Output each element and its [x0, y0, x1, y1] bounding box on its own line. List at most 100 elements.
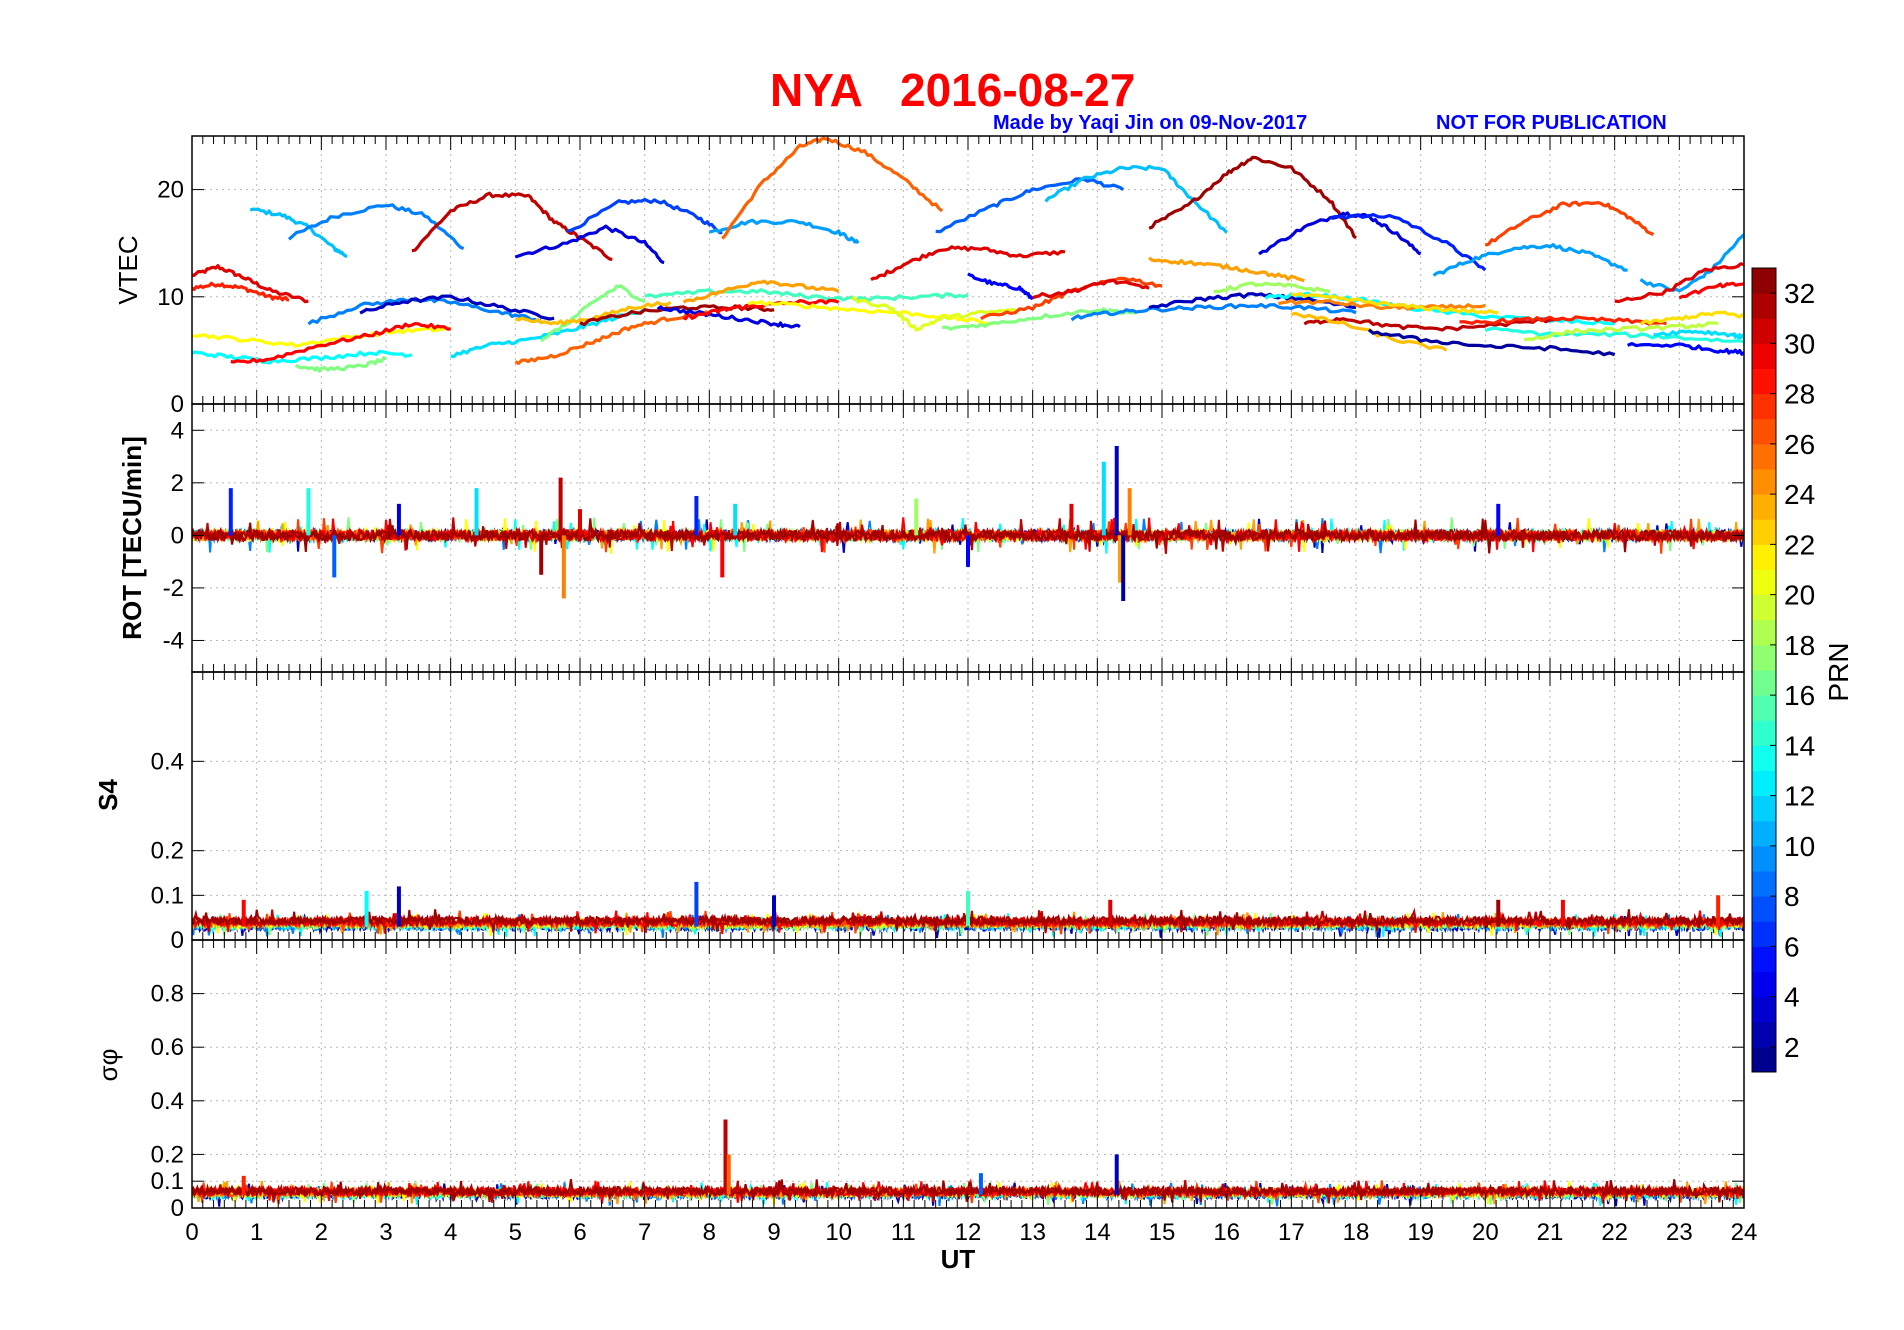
notice-text: NOT FOR PUBLICATION — [1436, 112, 1667, 134]
vtec-series-line — [539, 284, 646, 343]
vtec-series-line — [579, 304, 775, 327]
colorbar-tick-label: 20 — [1784, 580, 1815, 611]
vtec-series-line — [708, 218, 860, 245]
colorbar-segment — [1752, 720, 1776, 746]
vtec-ylabel: VTEC — [113, 235, 143, 304]
vtec-series-line — [1148, 155, 1357, 240]
vtec-series-line — [682, 299, 840, 321]
colorbar-segment — [1752, 343, 1776, 369]
colorbar-segment — [1752, 1046, 1776, 1073]
colorbar-segment — [1752, 996, 1776, 1023]
vtec-series-line — [644, 288, 969, 303]
vtec-series-line — [1653, 329, 1744, 340]
vtec-series-line — [1278, 298, 1486, 311]
vtec-series-line — [1032, 278, 1150, 300]
colorbar-segment — [1752, 896, 1776, 922]
y-tick-label: 0 — [171, 927, 184, 954]
colorbar-segment — [1752, 619, 1776, 646]
x-tick-label: 12 — [955, 1219, 982, 1246]
x-tick-label: 5 — [509, 1219, 522, 1246]
vtec-series-line — [230, 322, 451, 364]
y-tick-label: 0.2 — [151, 838, 184, 865]
colorbar-segment — [1752, 293, 1776, 319]
s4-ylabel: S4 — [93, 779, 123, 811]
vtec-series-line — [941, 307, 1137, 331]
x-tick-label: 17 — [1278, 1219, 1305, 1246]
colorbar-segment — [1752, 318, 1776, 344]
colorbar-tick-label: 4 — [1784, 982, 1800, 1013]
vtec-series-line — [1678, 281, 1744, 300]
colorbar-tick-label: 6 — [1784, 931, 1800, 962]
sigma-phi-ylabel: σφ — [93, 1049, 123, 1082]
vtec-series-line — [566, 197, 723, 235]
vtec-series-line — [514, 224, 665, 265]
colorbar-tick-label: 26 — [1784, 429, 1815, 460]
rot-ylabel: ROT [TECU/min] — [117, 436, 147, 640]
x-tick-label: 16 — [1213, 1219, 1240, 1246]
vtec-series-line — [1484, 326, 1744, 344]
y-tick-label: 0.1 — [151, 1168, 184, 1195]
vtec-series-line — [682, 279, 840, 304]
colorbar-tick-label: 12 — [1784, 781, 1815, 812]
y-tick-label: 0 — [171, 522, 184, 549]
x-tick-label: 19 — [1407, 1219, 1434, 1246]
y-tick-label: 10 — [157, 284, 184, 311]
x-tick-label: 18 — [1343, 1219, 1370, 1246]
title-date: 2016-08-27 — [900, 64, 1135, 116]
colorbar-tick-label: 16 — [1784, 680, 1815, 711]
x-tick-label: 1 — [250, 1219, 263, 1246]
vtec-series-line — [1459, 315, 1667, 326]
y-tick-label: 0.6 — [151, 1034, 184, 1061]
vtec-series-line — [294, 356, 387, 373]
y-tick-label: 0.1 — [151, 882, 184, 909]
y-tick-label: -4 — [163, 627, 184, 654]
colorbar-segment — [1752, 745, 1776, 771]
colorbar-tick-label: 8 — [1784, 881, 1800, 912]
vtec-series-line — [1626, 342, 1744, 356]
colorbar-tick-label: 18 — [1784, 630, 1815, 661]
x-tick-label: 11 — [891, 1219, 916, 1246]
colorbar-segment — [1752, 845, 1776, 872]
colorbar-tick-label: 2 — [1784, 1032, 1800, 1063]
x-tick-label: 23 — [1666, 1219, 1693, 1246]
vtec-series-line — [1303, 316, 1564, 332]
colorbar-segment — [1752, 1021, 1776, 1048]
s4-panel: 0 0.1 0.2 0.4 — [151, 671, 1745, 954]
vtec-series-line — [1213, 281, 1331, 294]
colorbar-segment — [1752, 418, 1776, 445]
colorbar-frame — [1751, 267, 1777, 1073]
colorbar-tick-label: 28 — [1784, 379, 1815, 410]
x-tick-label: 8 — [703, 1219, 716, 1246]
vtec-series-line — [1329, 213, 1487, 272]
x-tick-label: 15 — [1149, 1219, 1176, 1246]
vtec-series-line — [1044, 164, 1228, 234]
rot-panel-data — [192, 446, 1744, 602]
vtec-series-line — [1432, 243, 1628, 277]
x-tick-label: 3 — [379, 1219, 392, 1246]
x-tick-label: 2 — [315, 1219, 328, 1246]
colorbar-segment — [1752, 871, 1776, 897]
vtec-series-line — [851, 296, 1021, 332]
colorbar-tick-label: 22 — [1784, 529, 1815, 560]
colorbar-tick-label: 14 — [1784, 730, 1815, 761]
vtec-panel: 0 10 20 — [157, 135, 1745, 418]
y-tick-label: 0 — [171, 391, 184, 418]
colorbar-segment — [1752, 569, 1776, 596]
vtec-series-line — [1484, 200, 1655, 247]
vtec-series-line — [656, 305, 801, 329]
vtec-series-line — [192, 264, 309, 304]
colorbar-segment — [1752, 368, 1776, 395]
colorbar-segment — [1752, 946, 1776, 972]
y-tick-label: 0.4 — [151, 1088, 184, 1115]
x-tick-label: 0 — [185, 1219, 198, 1246]
rot-panel: -4 -2 0 2 4 — [163, 403, 1745, 673]
y-tick-label: 0 — [171, 1195, 184, 1222]
baseline-series — [192, 518, 1744, 554]
colorbar-segment — [1752, 695, 1776, 721]
vtec-series-line — [1639, 310, 1744, 326]
y-tick-label: 2 — [171, 470, 184, 497]
colorbar-segment — [1752, 795, 1776, 822]
ut-xlabel: UT — [941, 1244, 976, 1274]
